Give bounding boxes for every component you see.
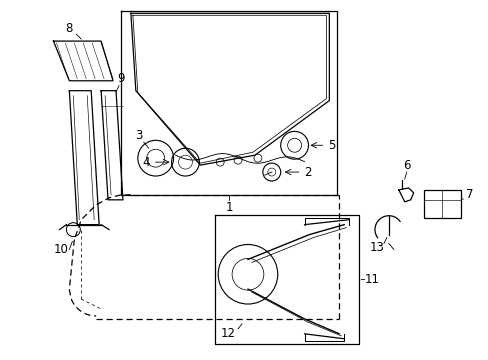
Text: 12: 12 [220,327,235,340]
Text: 13: 13 [369,241,384,254]
Text: 11: 11 [364,273,379,286]
Text: 9: 9 [117,72,124,85]
Text: 7: 7 [466,188,473,201]
Text: 2: 2 [303,166,311,179]
Text: 10: 10 [54,243,69,256]
Text: 1: 1 [225,201,232,214]
Text: 4: 4 [142,156,149,168]
Text: 3: 3 [135,129,142,142]
Bar [423,190,460,218]
Text: 5: 5 [327,139,334,152]
Text: 6: 6 [402,159,409,172]
Text: 8: 8 [65,22,73,35]
